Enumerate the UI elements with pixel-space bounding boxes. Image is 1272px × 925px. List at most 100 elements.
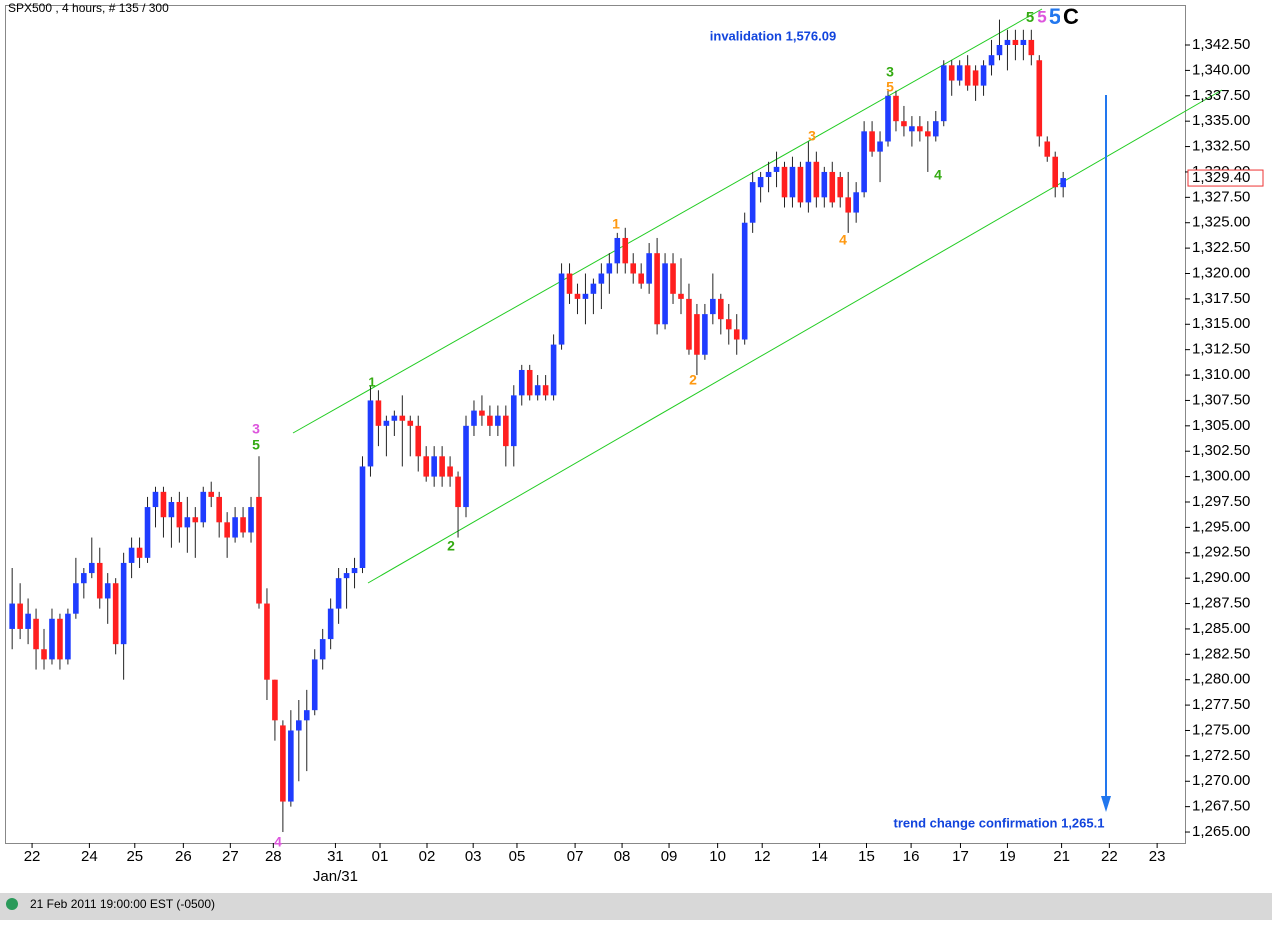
candle-body: [184, 517, 191, 528]
candle-body: [917, 126, 923, 132]
candle-body: [224, 522, 230, 538]
candle-body: [885, 95, 891, 142]
x-tick-label: 14: [811, 848, 828, 865]
candle-body: [152, 491, 159, 508]
x-tick-label: 10: [709, 848, 726, 865]
candle-body: [351, 567, 358, 574]
x-tick-label: 21: [1053, 848, 1070, 865]
candle-body: [248, 507, 254, 533]
y-tick-label: 1,325.00: [1192, 214, 1250, 231]
y-tick-label: 1,342.50: [1192, 36, 1250, 53]
wave-label: 3: [252, 421, 260, 437]
wave-label: 5: [1037, 7, 1046, 26]
candle-body: [280, 725, 286, 802]
candle-body: [877, 141, 883, 152]
candle-body: [311, 659, 318, 711]
candle-body: [288, 730, 294, 802]
candle-body: [487, 415, 493, 426]
candle-body: [773, 166, 780, 172]
wave-label: 5: [1049, 4, 1061, 29]
wave-label: 4: [274, 834, 282, 850]
y-tick-label: 1,332.50: [1192, 138, 1250, 155]
x-tick-label: 16: [903, 848, 920, 865]
x-tick-label: 03: [465, 848, 482, 865]
candle-body: [343, 573, 350, 579]
candle-body: [272, 679, 278, 721]
x-tick-label: 02: [419, 848, 436, 865]
candle-body: [208, 491, 215, 497]
candle-body: [853, 192, 859, 213]
candle-body: [33, 618, 39, 650]
candle-body: [901, 121, 907, 127]
candle-body: [670, 263, 676, 294]
candle-body: [120, 562, 127, 645]
candle-body: [654, 253, 660, 325]
wave-label: 3: [886, 64, 894, 80]
x-tick-label: 26: [175, 848, 192, 865]
plot-frame: [5, 5, 1186, 844]
candle-body: [1004, 39, 1011, 46]
x-tick-label: 23: [1149, 848, 1166, 865]
candle-body: [471, 410, 477, 426]
y-tick-label: 1,270.00: [1192, 772, 1250, 789]
candle-body: [694, 314, 700, 355]
candle-body: [415, 425, 422, 457]
candle-body: [479, 410, 485, 416]
candle-body: [821, 171, 828, 198]
wave-label: trend change confirmation 1,265.1: [894, 815, 1105, 830]
y-tick-label: 1,297.50: [1192, 493, 1250, 510]
candle-body: [192, 517, 199, 523]
y-tick-label: 1,315.00: [1192, 315, 1250, 332]
candle-body: [972, 70, 979, 86]
wave-label: 1: [612, 216, 620, 232]
candle-body: [566, 273, 573, 294]
candle-body: [845, 197, 851, 213]
candle-body: [144, 507, 151, 558]
candle-body: [96, 562, 103, 599]
candle-body: [136, 547, 143, 558]
candle-body: [797, 166, 804, 203]
footer-time: 21 Feb 2011 19:00:00 EST (-0500): [30, 897, 215, 911]
y-tick-label: 1,302.50: [1192, 442, 1250, 459]
candle-body: [869, 131, 875, 152]
candle-body: [622, 237, 629, 264]
candle-body: [240, 517, 246, 533]
y-tick-label: 1,310.00: [1192, 366, 1250, 383]
header: SPX500 , 4 hours, # 135 / 300: [8, 1, 169, 15]
candle-body: [232, 517, 238, 538]
channel-upper: [292, 8, 1043, 434]
wave-label: 5: [252, 437, 260, 453]
wave-label: C: [1063, 4, 1079, 29]
candle-body: [439, 456, 445, 477]
candle-body: [319, 639, 326, 660]
candle-body: [176, 501, 183, 528]
candle-body: [112, 583, 119, 645]
candle-body: [1036, 60, 1043, 137]
wave-label: 2: [689, 372, 697, 388]
wave-label: 2: [447, 538, 455, 554]
y-tick-label: 1,265.00: [1192, 823, 1250, 840]
candle-body: [510, 395, 517, 447]
y-tick-label: 1,335.00: [1192, 112, 1250, 129]
candle-body: [757, 177, 764, 188]
y-tick-label: 1,312.50: [1192, 341, 1250, 358]
candle-body: [335, 578, 342, 609]
status-dot: [6, 898, 18, 910]
arrow-head: [1101, 796, 1111, 812]
candle-body: [9, 603, 15, 629]
candle-body: [948, 65, 955, 81]
candle-body: [861, 131, 867, 193]
candle-body: [829, 171, 836, 203]
candle-body: [447, 466, 453, 477]
candle-body: [813, 161, 820, 198]
wave-label: 4: [934, 167, 942, 183]
candle-body: [264, 603, 270, 680]
candle-body: [702, 314, 708, 355]
candle-body: [88, 562, 95, 574]
candle-body: [550, 344, 557, 396]
candle-body: [423, 456, 430, 477]
y-tick-label: 1,277.50: [1192, 696, 1250, 713]
candle-body: [980, 65, 987, 86]
candle-body: [940, 65, 947, 122]
candle-body: [216, 496, 222, 523]
